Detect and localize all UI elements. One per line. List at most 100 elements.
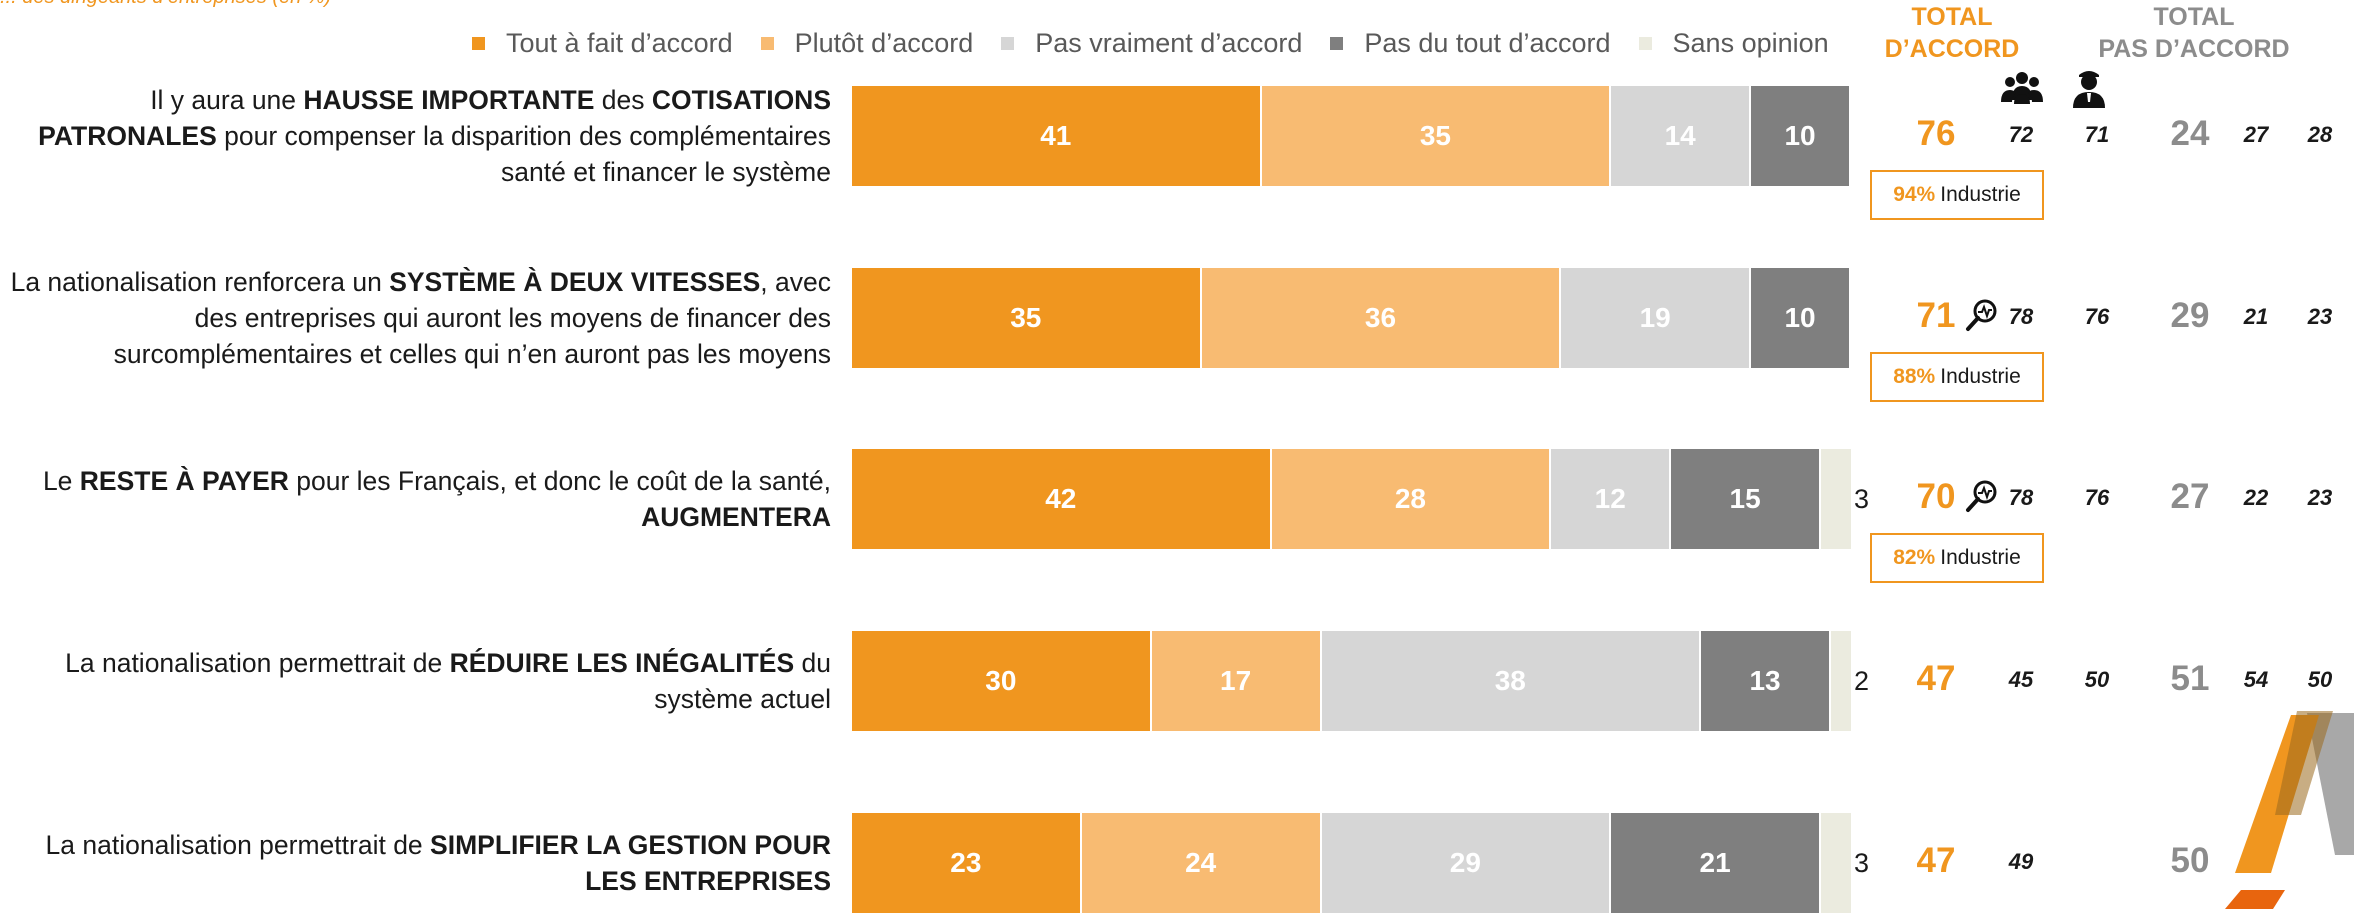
row-label-part: Il y aura une (150, 85, 304, 115)
legend-swatch (472, 37, 485, 50)
industry-percent: 94% (1893, 183, 1936, 206)
bar-segment: 14 (1611, 86, 1752, 186)
bar-value-label: 3 (1854, 484, 1870, 514)
industry-label: Industrie (1940, 546, 2021, 569)
agree-person-value: 50 (2084, 667, 2110, 692)
disagree-group-value: 54 (2243, 667, 2269, 692)
bar-value-label: 28 (1394, 483, 1427, 514)
bar-value-label: 29 (1449, 847, 1481, 878)
industry-percent: 88% (1893, 365, 1936, 388)
agree-person-value: 71 (2084, 122, 2110, 147)
legend-label: Pas vraiment d’accord (1035, 28, 1303, 58)
bar-value-label: 10 (1784, 302, 1816, 333)
row-label: La nationalisation permettrait de RÉDUIR… (0, 645, 831, 717)
legend-swatch (760, 37, 774, 50)
total-agree-value: 47 (1916, 841, 1956, 880)
agree-person-value: 76 (2084, 485, 2110, 510)
bar-value-label: 35 (1419, 120, 1451, 151)
row-label-part: SIMPLIFIER LA GESTION POUR LES ENTREPRIS… (430, 830, 831, 896)
row-label-part: COTISATIONS PATRONALES (38, 85, 831, 151)
bar-segment: 36 (1201, 268, 1562, 368)
total-disagree-value: 27 (2170, 477, 2210, 516)
row-label: Le RESTE À PAYER pour les Français, et d… (0, 463, 831, 535)
brand-corner-shape (2225, 711, 2354, 909)
bar-segment: 28 (1271, 449, 1552, 549)
total-agree-value: 76 (1916, 114, 1956, 153)
total-disagree-value: 50 (2170, 841, 2210, 880)
agree-group-value: 78 (2008, 304, 2034, 329)
bar-segment: 23 (852, 813, 1082, 913)
row-label-part: , avec des entreprises qui auront les mo… (113, 267, 831, 369)
disagree-group-value: 21 (2243, 304, 2269, 329)
legend-item: Pas vraiment d’accord (1001, 28, 1302, 59)
group-icon (2001, 72, 2043, 104)
legend-label: Plutôt d’accord (794, 28, 974, 58)
bar-value-label: 21 (1699, 847, 1731, 878)
agree-person-value: 76 (2084, 304, 2110, 329)
row-label: La nationalisation permettrait de SIMPLI… (0, 827, 831, 899)
bar-segment (1831, 631, 1851, 731)
total-disagree-header-line2: PAS D’ACCORD (2098, 35, 2290, 63)
industry-percent: 82% (1893, 546, 1936, 569)
total-agree-value: 70 (1916, 477, 1956, 516)
disagree-group-value: 27 (2243, 122, 2269, 147)
agree-group-value: 78 (2008, 485, 2034, 510)
total-agree-value: 47 (1916, 659, 1956, 698)
disagree-person-value: 23 (2307, 304, 2333, 329)
bar-segment (1821, 449, 1851, 549)
row-label-part: HAUSSE IMPORTANTE (303, 85, 595, 115)
bar-value-label: 24 (1185, 847, 1217, 878)
bar-segment: 30 (852, 631, 1152, 731)
bar-segment: 41 (852, 86, 1262, 186)
bar-segment: 13 (1701, 631, 1831, 731)
bar-value-label: 41 (1040, 120, 1072, 151)
row-label-part: AUGMENTERA (641, 502, 831, 532)
legend-item: Tout à fait d’accord (472, 28, 733, 59)
bar-value-label: 2 (1854, 666, 1870, 696)
total-agree-header: TOTAL D’ACCORD (1872, 1, 2032, 65)
chart-legend: Tout à fait d’accord Plutôt d’accord Pas v… (472, 28, 1829, 59)
bar-segment: 10 (1751, 86, 1851, 186)
bar-segment: 21 (1611, 813, 1822, 913)
magnifier-icon (1966, 480, 1997, 512)
row-label-part: pour les Français, et donc le coût de la… (288, 466, 831, 496)
legend-label: Pas du tout d’accord (1364, 28, 1611, 58)
total-disagree-value: 29 (2170, 296, 2210, 335)
disagree-person-value: 23 (2307, 485, 2333, 510)
agree-group-value: 49 (2008, 849, 2034, 874)
industry-highlight: 94% Industrie (1870, 170, 2044, 220)
row-label-part: La nationalisation permettrait de (65, 648, 450, 678)
row-label-part: Le (42, 466, 80, 496)
bar-value-label: 17 (1220, 665, 1252, 696)
bar-value-label: 15 (1729, 483, 1761, 514)
legend-swatch (1638, 37, 1652, 50)
row-label-part: RÉDUIRE LES INÉGALITÉS (449, 648, 795, 678)
header-snippet: ... des dirigeants d’entreprises (en %) (0, 0, 331, 9)
row-label-part: SYSTÈME À DEUX VITESSES (389, 267, 761, 297)
industry-label: Industrie (1940, 365, 2021, 388)
bar-value-label: 12 (1594, 483, 1626, 514)
total-disagree-value: 24 (2170, 114, 2210, 153)
industry-label: Industrie (1940, 183, 2021, 206)
legend-item: Plutôt d’accord (760, 28, 974, 59)
legend-item: Sans opinion (1638, 28, 1829, 59)
bar-segment (1821, 813, 1851, 913)
bar-segment: 17 (1151, 631, 1322, 731)
bar-value-label: 36 (1364, 302, 1397, 333)
bar-value-label: 10 (1784, 120, 1816, 151)
total-disagree-value: 51 (2170, 659, 2210, 698)
row-label: Il y aura une HAUSSE IMPORTANTE des COTI… (0, 82, 831, 190)
bar-segment: 12 (1551, 449, 1672, 549)
agree-group-value: 45 (2008, 667, 2034, 692)
bar-segment: 42 (852, 449, 1272, 549)
legend-swatch (1001, 37, 1015, 50)
bar-value-label: 19 (1639, 302, 1671, 333)
legend-item: Pas du tout d’accord (1330, 28, 1611, 59)
row-label-part: RESTE À PAYER (79, 466, 289, 496)
bar-value-label: 35 (1010, 302, 1042, 333)
bar-value-label: 38 (1494, 665, 1526, 696)
magnifier-icon (1966, 299, 1997, 331)
disagree-group-value: 22 (2243, 485, 2269, 510)
bar-segment: 38 (1321, 631, 1702, 731)
row-label-part: La nationalisation renforcera un (10, 267, 390, 297)
